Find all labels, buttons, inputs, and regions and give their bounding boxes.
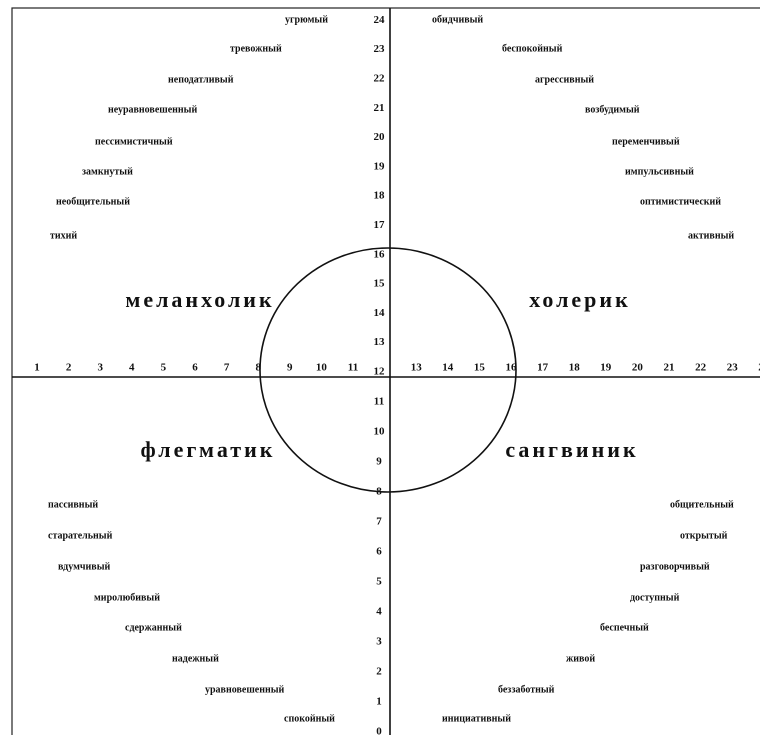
y-axis-number: 7: [376, 516, 382, 528]
x-axis-number: 15: [474, 362, 486, 374]
trait-label: открытый: [680, 530, 728, 541]
y-axis-number: 1: [376, 696, 382, 708]
trait-label: разговорчивый: [640, 561, 710, 572]
y-axis-number: 15: [374, 278, 386, 290]
trait-label: инициативный: [442, 713, 511, 724]
temperament-label: меланхолик: [125, 287, 274, 312]
trait-label: пессимистичный: [95, 136, 173, 147]
x-axis-number: 20: [632, 362, 644, 374]
x-axis-number: 7: [224, 362, 230, 374]
y-axis-number: 9: [376, 456, 382, 468]
y-axis-number: 13: [374, 336, 386, 348]
trait-label: надежный: [172, 653, 219, 664]
y-axis-number: 4: [376, 606, 382, 618]
x-axis-number: 5: [161, 362, 167, 374]
y-axis-number: 12: [374, 366, 386, 378]
x-axis-number: 18: [569, 362, 581, 374]
trait-label: старательный: [48, 530, 113, 541]
x-axis-number: 24: [758, 362, 760, 374]
trait-label: замкнутый: [82, 166, 133, 177]
trait-label: спокойный: [284, 713, 335, 724]
trait-label: уравновешенный: [205, 684, 285, 695]
trait-label: вдумчивый: [58, 561, 110, 572]
x-axis-number: 14: [442, 362, 454, 374]
trait-label: агрессивный: [535, 74, 594, 85]
x-axis-number: 10: [316, 362, 328, 374]
trait-label: обидчивый: [432, 14, 483, 25]
trait-label: угрюмый: [285, 14, 328, 25]
y-axis-number: 3: [376, 636, 382, 648]
y-axis-number: 14: [374, 307, 386, 319]
x-axis-number: 19: [600, 362, 612, 374]
y-axis-number: 6: [376, 546, 382, 558]
trait-label: возбудимый: [585, 104, 640, 115]
y-axis-number: 0: [376, 726, 382, 735]
trait-label: тревожный: [230, 43, 282, 54]
trait-label: живой: [566, 653, 595, 664]
frame: [11, 7, 760, 735]
x-axis-number: 11: [348, 362, 358, 374]
trait-label: беспокойный: [502, 43, 563, 54]
trait-label: неуравновешенный: [108, 104, 197, 115]
trait-label: общительный: [670, 499, 734, 510]
trait-label: беспечный: [600, 622, 649, 633]
y-axis-number: 11: [374, 396, 384, 408]
trait-label: активный: [688, 230, 734, 241]
x-axis-number: 1: [34, 362, 40, 374]
x-axis-number: 6: [192, 362, 198, 374]
y-axis-number: 17: [374, 219, 386, 231]
x-axis-number: 23: [727, 362, 739, 374]
temperament-label: флегматик: [141, 437, 276, 462]
x-axis-number: 9: [287, 362, 293, 374]
trait-label: неподатливый: [168, 74, 234, 85]
trait-label: доступный: [630, 592, 680, 603]
y-axis-number: 8: [376, 486, 382, 498]
trait-label: миролюбивый: [94, 592, 160, 603]
y-axis-number: 16: [374, 248, 386, 260]
trait-label: оптимистический: [640, 196, 721, 207]
y-axis-number: 18: [374, 190, 386, 202]
trait-label: тихий: [50, 230, 77, 241]
y-axis-number: 23: [374, 43, 386, 55]
y-axis-number: 20: [374, 131, 386, 143]
y-axis-number: 21: [374, 102, 385, 114]
temperament-label: холерик: [529, 287, 631, 312]
x-axis-number: 13: [411, 362, 423, 374]
trait-label: пассивный: [48, 499, 98, 510]
trait-label: сдержанный: [125, 622, 182, 633]
trait-label: переменчивый: [612, 136, 680, 147]
x-axis-number: 4: [129, 362, 135, 374]
y-axis-number: 22: [374, 73, 386, 85]
x-axis-number: 2: [66, 362, 72, 374]
circle: [259, 247, 517, 493]
y-axis-number: 10: [374, 426, 386, 438]
x-axis-number: 16: [506, 362, 518, 374]
x-axis-number: 3: [97, 362, 103, 374]
y-axis-number: 2: [376, 666, 382, 678]
y-axis-number: 5: [376, 576, 382, 588]
trait-label: импульсивный: [625, 166, 694, 177]
y-axis-number: 24: [374, 14, 386, 26]
x-axis-number: 21: [664, 362, 675, 374]
trait-label: беззаботный: [498, 684, 555, 695]
trait-label: необщительный: [56, 196, 130, 207]
x-axis-number: 17: [537, 362, 549, 374]
x-axis-number: 22: [695, 362, 707, 374]
y-axis-number: 19: [374, 160, 386, 172]
x-axis-number: 8: [255, 362, 261, 374]
temperament-label: сангвиник: [505, 437, 638, 462]
